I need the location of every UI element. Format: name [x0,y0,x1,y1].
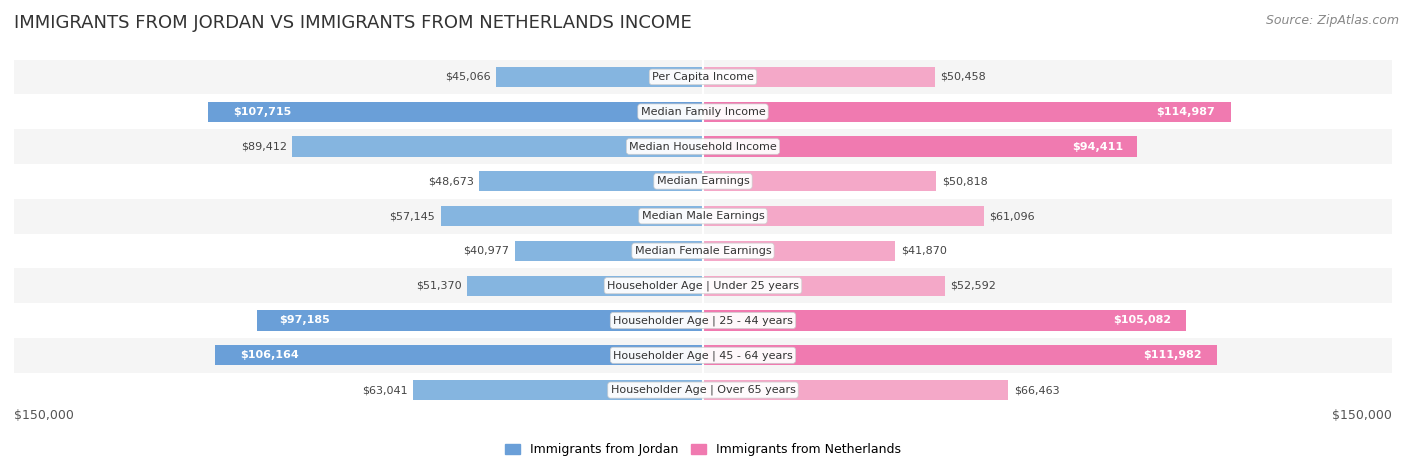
Bar [14,269,1392,303]
Bar [703,241,896,261]
Text: $52,592: $52,592 [950,281,995,290]
Text: $57,145: $57,145 [389,211,434,221]
Text: $94,411: $94,411 [1073,142,1123,151]
Text: $105,082: $105,082 [1114,316,1171,325]
Bar [703,206,984,226]
Text: $107,715: $107,715 [233,107,291,117]
Bar [208,102,703,122]
Bar [515,241,703,261]
Text: $40,977: $40,977 [464,246,509,256]
Text: $150,000: $150,000 [14,409,75,422]
Bar [703,67,935,87]
Text: IMMIGRANTS FROM JORDAN VS IMMIGRANTS FROM NETHERLANDS INCOME: IMMIGRANTS FROM JORDAN VS IMMIGRANTS FRO… [14,14,692,32]
Bar [14,59,1392,94]
Bar [14,198,1392,234]
Text: $45,066: $45,066 [444,72,491,82]
Text: Source: ZipAtlas.com: Source: ZipAtlas.com [1265,14,1399,27]
Text: $89,412: $89,412 [240,142,287,151]
Text: $111,982: $111,982 [1143,350,1202,360]
Bar [496,67,703,87]
Text: $51,370: $51,370 [416,281,461,290]
Bar [14,164,1392,198]
Text: $97,185: $97,185 [278,316,329,325]
Text: $41,870: $41,870 [901,246,946,256]
Text: $63,041: $63,041 [363,385,408,395]
Bar [292,136,703,156]
Bar [703,136,1136,156]
Text: Householder Age | 45 - 64 years: Householder Age | 45 - 64 years [613,350,793,361]
Bar [703,380,1008,400]
Text: $50,818: $50,818 [942,177,987,186]
Text: Median Earnings: Median Earnings [657,177,749,186]
Bar [14,338,1392,373]
Text: $66,463: $66,463 [1014,385,1059,395]
Text: Median Female Earnings: Median Female Earnings [634,246,772,256]
Legend: Immigrants from Jordan, Immigrants from Netherlands: Immigrants from Jordan, Immigrants from … [501,439,905,461]
Bar [215,345,703,365]
Bar [703,276,945,296]
Bar [14,94,1392,129]
Text: Householder Age | 25 - 44 years: Householder Age | 25 - 44 years [613,315,793,326]
Bar [703,171,936,191]
Bar [14,373,1392,408]
Text: $106,164: $106,164 [240,350,298,360]
Bar [479,171,703,191]
Bar [703,311,1185,331]
Text: $50,458: $50,458 [941,72,986,82]
Bar [14,129,1392,164]
Text: $48,673: $48,673 [427,177,474,186]
Text: Householder Age | Under 25 years: Householder Age | Under 25 years [607,281,799,291]
Bar [440,206,703,226]
Text: $61,096: $61,096 [990,211,1035,221]
Text: Median Family Income: Median Family Income [641,107,765,117]
Text: Householder Age | Over 65 years: Householder Age | Over 65 years [610,385,796,396]
Bar [14,234,1392,269]
Bar [703,345,1218,365]
Bar [467,276,703,296]
Bar [257,311,703,331]
Text: Per Capita Income: Per Capita Income [652,72,754,82]
Text: $150,000: $150,000 [1331,409,1392,422]
Text: $114,987: $114,987 [1157,107,1215,117]
Bar [14,303,1392,338]
Text: Median Male Earnings: Median Male Earnings [641,211,765,221]
Bar [703,102,1232,122]
Bar [413,380,703,400]
Text: Median Household Income: Median Household Income [628,142,778,151]
